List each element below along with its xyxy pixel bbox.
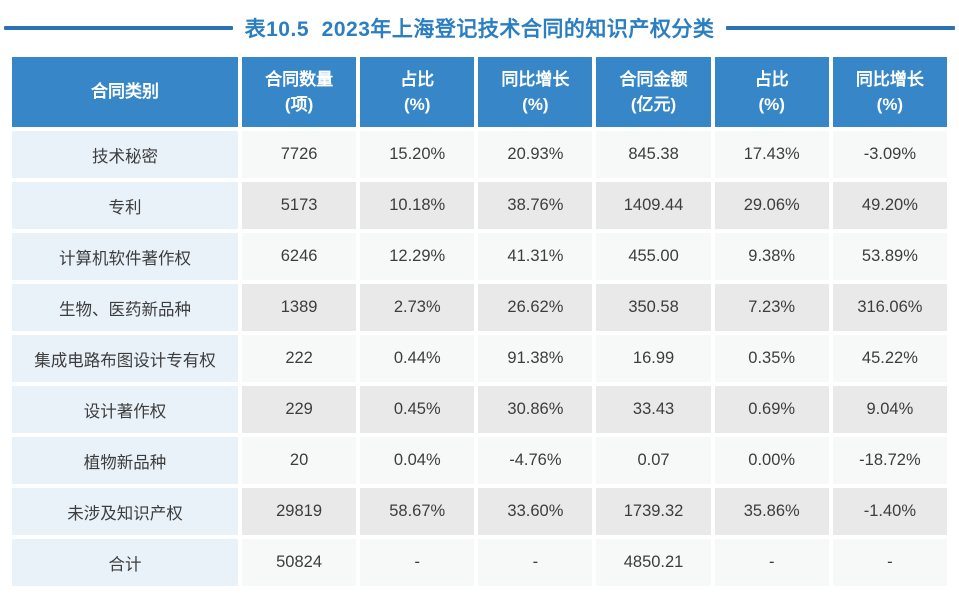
value-cell: 0.00% [714, 437, 829, 484]
value-cell: 0.35% [714, 335, 829, 382]
value-cell: 29819 [242, 488, 357, 535]
column-header: 合同数量 (项) [242, 57, 357, 127]
table-row: 设计著作权 229 0.45% 30.86% 33.43 0.69% 9.04% [12, 386, 947, 433]
value-cell: -4.76% [478, 437, 593, 484]
table-row: 生物、医药新品种 1389 2.73% 26.62% 350.58 7.23% 316.06… [12, 284, 947, 331]
category-cell: 集成电路布图设计专有权 [12, 335, 238, 382]
table-title-row: 表10.5 2023年上海登记技术合同的知识产权分类 [4, 12, 956, 44]
value-cell: 16.99 [596, 335, 711, 382]
table-row: 未涉及知识产权 29819 58.67% 33.60% 1739.32 35.86% -1.… [12, 488, 947, 535]
value-cell: 35.86% [714, 488, 829, 535]
value-cell: -1.40% [832, 488, 947, 535]
value-cell: 222 [242, 335, 357, 382]
value-cell: 91.38% [478, 335, 593, 382]
value-cell: 0.45% [360, 386, 475, 433]
category-cell: 专利 [12, 182, 238, 229]
category-cell: 技术秘密 [12, 131, 238, 178]
value-cell: 10.18% [360, 182, 475, 229]
value-cell: 7.23% [714, 284, 829, 331]
table-row: 计算机软件著作权 6246 12.29% 41.31% 455.00 9.38% 53.89… [12, 233, 947, 280]
value-cell: 33.60% [478, 488, 593, 535]
value-cell: 12.29% [360, 233, 475, 280]
value-cell: 0.07 [596, 437, 711, 484]
table-row: 专利 5173 10.18% 38.76% 1409.44 29.06% 49.20% [12, 182, 947, 229]
title-rule-left [4, 26, 233, 30]
header-row: 合同类别 合同数量 (项) 占比 (%) 同比增长 (%) 合同金额 (亿元) 占比 (%… [12, 57, 947, 127]
value-cell: 0.04% [360, 437, 475, 484]
value-cell: 6246 [242, 233, 357, 280]
value-cell: 33.43 [596, 386, 711, 433]
category-cell: 植物新品种 [12, 437, 238, 484]
category-cell: 计算机软件著作权 [12, 233, 238, 280]
value-cell: 1739.32 [596, 488, 711, 535]
value-cell: 455.00 [596, 233, 711, 280]
table-row: 技术秘密 7726 15.20% 20.93% 845.38 17.43% -3.09% [12, 131, 947, 178]
value-cell: 41.31% [478, 233, 593, 280]
value-cell: 49.20% [832, 182, 947, 229]
value-cell: 20 [242, 437, 357, 484]
column-header: 同比增长 (%) [478, 57, 593, 127]
value-cell: 845.38 [596, 131, 711, 178]
category-cell: 未涉及知识产权 [12, 488, 238, 535]
table-row: 植物新品种 20 0.04% -4.76% 0.07 0.00% -18.72% [12, 437, 947, 484]
table-row: 合计 50824- -4850.21- - [12, 539, 947, 586]
value-cell: 0.44% [360, 335, 475, 382]
value-cell: 53.89% [832, 233, 947, 280]
value-cell: -3.09% [832, 131, 947, 178]
column-header: 占比 (%) [360, 57, 475, 127]
value-cell: 50824 [242, 539, 357, 586]
page-title: 表10.5 2023年上海登记技术合同的知识产权分类 [244, 18, 715, 41]
value-cell: 7726 [242, 131, 357, 178]
value-cell: - [478, 539, 593, 586]
value-cell: 29.06% [714, 182, 829, 229]
value-cell: 1389 [242, 284, 357, 331]
value-cell: 45.22% [832, 335, 947, 382]
value-cell: 229 [242, 386, 357, 433]
value-cell: 20.93% [478, 131, 593, 178]
value-cell: 5173 [242, 182, 357, 229]
category-cell: 合计 [12, 539, 238, 586]
category-cell: 生物、医药新品种 [12, 284, 238, 331]
value-cell: 2.73% [360, 284, 475, 331]
value-cell: 30.86% [478, 386, 593, 433]
table-row: 集成电路布图设计专有权 222 0.44% 91.38% 16.99 0.35% 45.22… [12, 335, 947, 382]
value-cell: - [714, 539, 829, 586]
value-cell: 17.43% [714, 131, 829, 178]
value-cell: 9.38% [714, 233, 829, 280]
value-cell: 4850.21 [596, 539, 711, 586]
column-header: 合同类别 [12, 57, 238, 127]
column-header: 同比增长 (%) [832, 57, 947, 127]
value-cell: 350.58 [596, 284, 711, 331]
value-cell: 15.20% [360, 131, 475, 178]
value-cell: 1409.44 [596, 182, 711, 229]
title-rule-right [726, 26, 956, 30]
column-header: 合同金额 (亿元) [596, 57, 711, 127]
value-cell: 58.67% [360, 488, 475, 535]
value-cell: 0.69% [714, 386, 829, 433]
value-cell: - [832, 539, 947, 586]
ip-classification-table: 合同类别 合同数量 (项) 占比 (%) 同比增长 (%) 合同金额 (亿元) 占比 (%… [8, 53, 951, 590]
value-cell: 9.04% [832, 386, 947, 433]
value-cell: 316.06% [832, 284, 947, 331]
value-cell: -18.72% [832, 437, 947, 484]
value-cell: - [360, 539, 475, 586]
category-cell: 设计著作权 [12, 386, 238, 433]
column-header: 占比 (%) [714, 57, 829, 127]
value-cell: 26.62% [478, 284, 593, 331]
value-cell: 38.76% [478, 182, 593, 229]
